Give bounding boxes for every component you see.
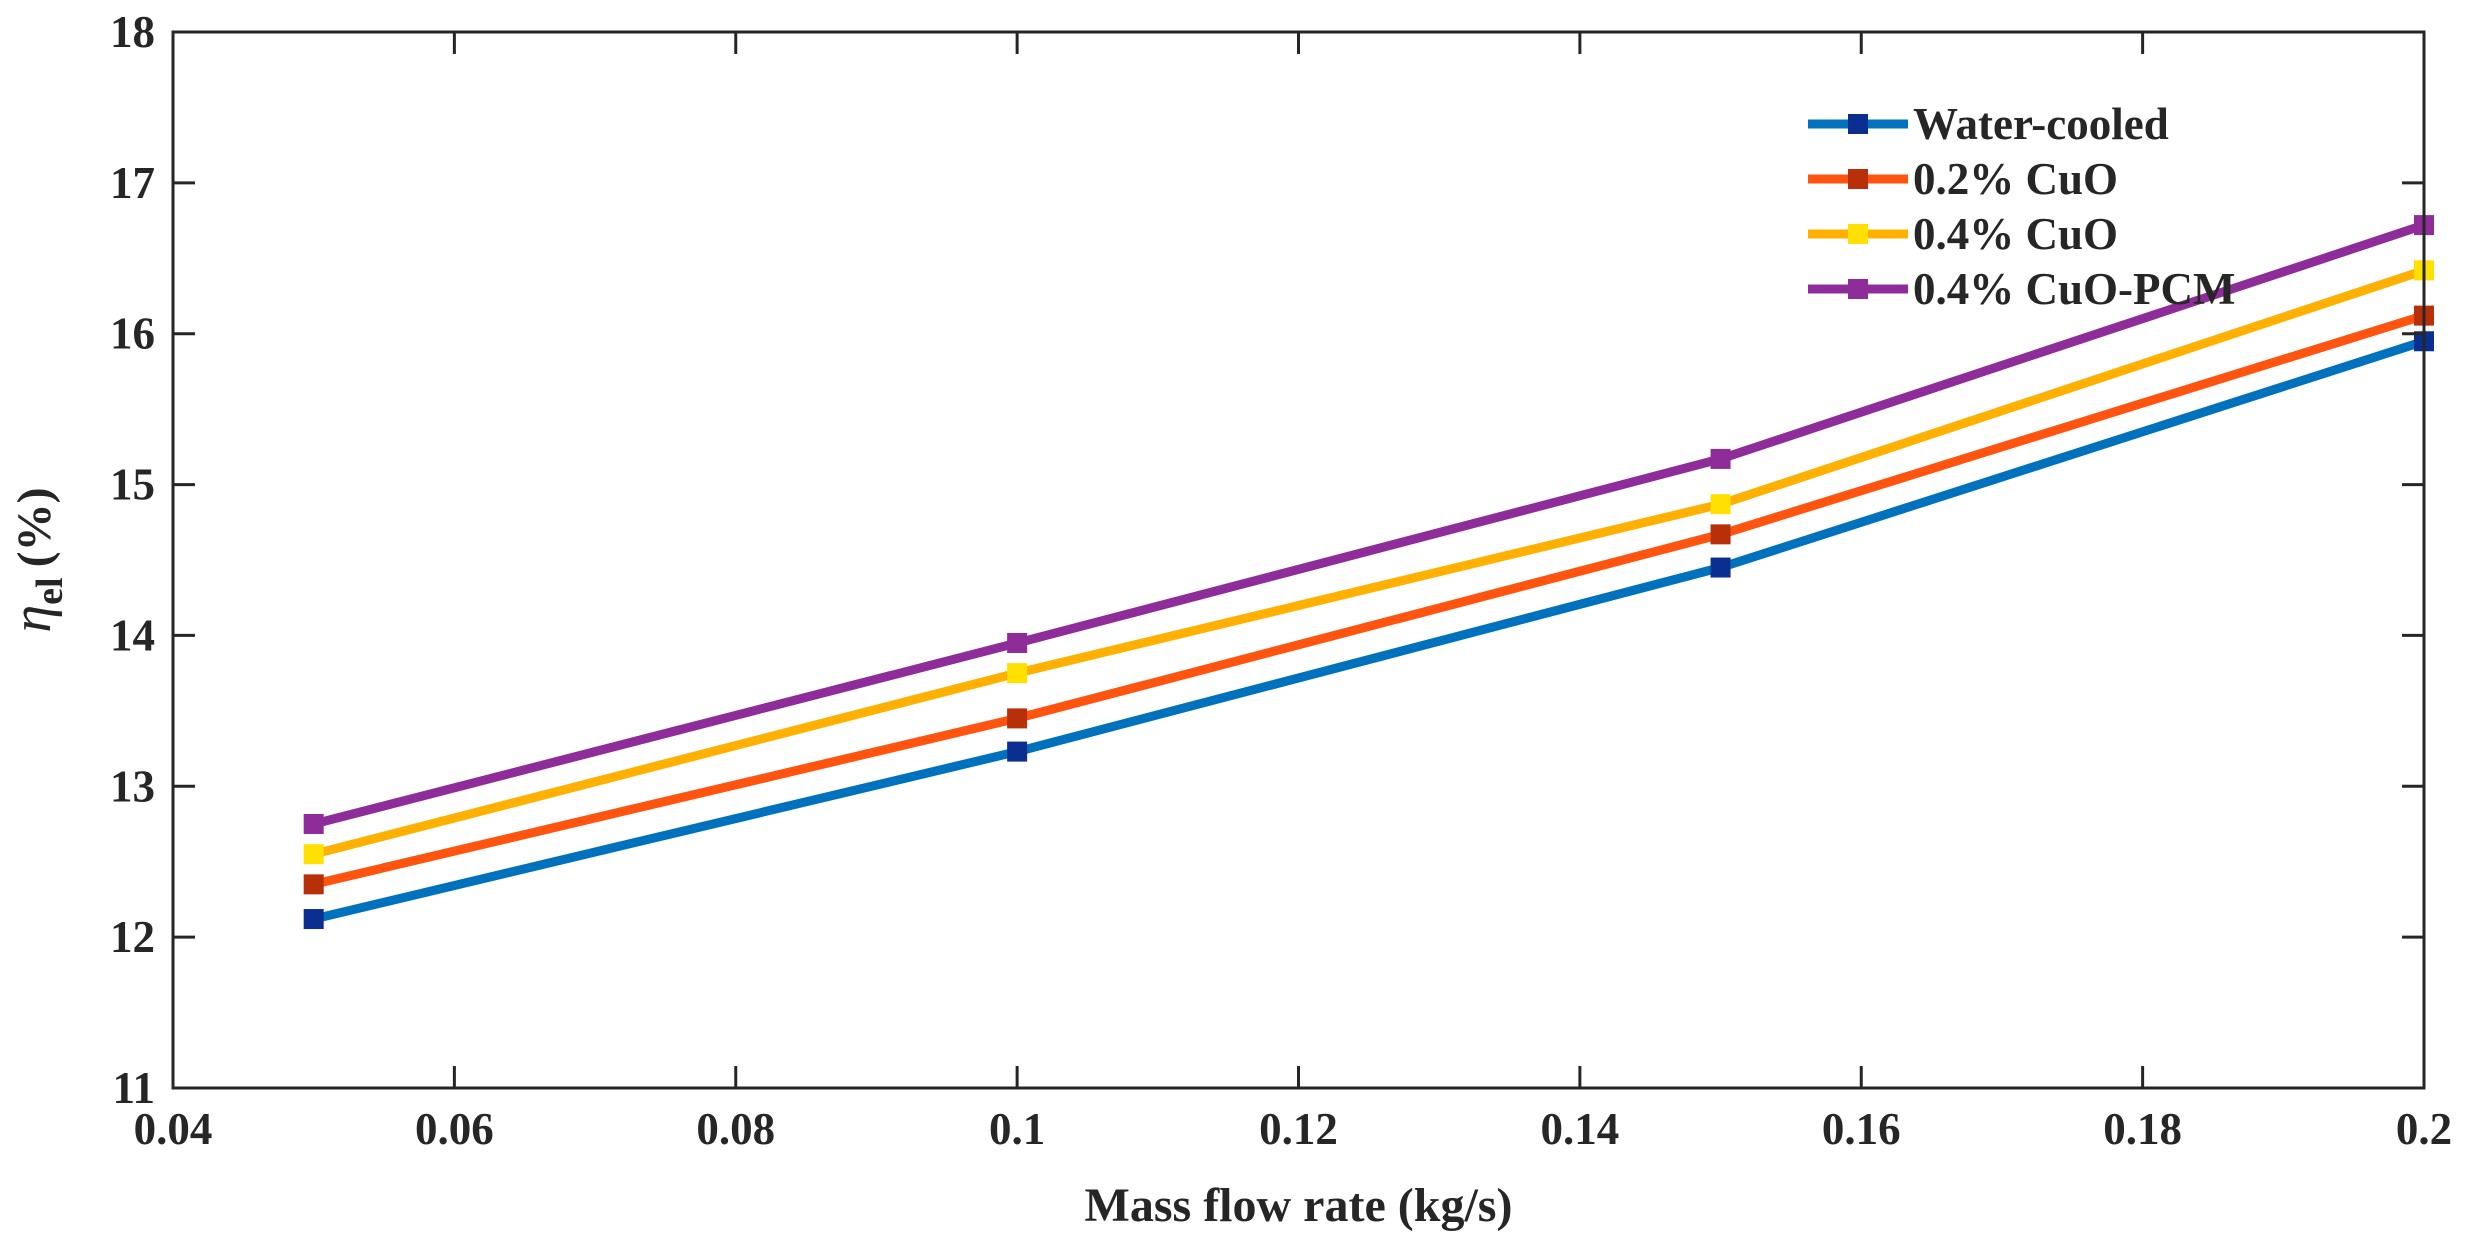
legend-marker [1848,224,1868,244]
data-point [1007,663,1028,684]
legend-marker [1848,279,1868,299]
y-axis-subscript: el [29,577,71,604]
data-point [1007,632,1028,653]
y-tick-label: 14 [110,610,155,660]
y-tick-label: 15 [110,460,155,510]
x-tick-label: 0.18 [2103,1104,2182,1154]
x-tick-label: 0.1 [989,1104,1045,1154]
data-point [1710,494,1731,515]
data-point [303,874,324,895]
x-tick-label: 0.14 [1541,1104,1620,1154]
data-point [1710,557,1731,578]
data-point [1007,741,1028,762]
x-tick-label: 0.04 [134,1104,213,1154]
legend-label: 0.4% CuO-PCM [1913,264,2235,314]
series-layer [303,215,2434,930]
data-point [303,814,324,834]
y-tick-label: 17 [110,158,155,208]
series-line [312,266,2426,859]
y-tick-label: 12 [110,912,155,962]
series-line [312,220,2426,829]
x-tick-label: 0.08 [696,1104,775,1154]
data-point [303,909,324,930]
y-axis-symbol: η [1,605,63,633]
legend-marker [1848,169,1868,189]
data-point [1710,524,1731,545]
legend-marker [1848,114,1868,134]
series-line [312,337,2426,924]
y-axis-title: ηel (%) [1,487,71,632]
data-point [1710,448,1731,469]
data-point [303,844,324,865]
y-tick-label: 13 [110,761,155,811]
ticks-layer: 0.04 0.06 0.08 0.1 0.12 0.14 0.16 0.18 0.2 11 12 13… [110,7,2452,1154]
x-tick-label: 0.2 [2396,1104,2452,1154]
data-point [1007,708,1028,729]
series-line [312,311,2426,889]
x-tick-label: 0.12 [1259,1104,1338,1154]
legend-label: 0.4% CuO [1913,209,2118,259]
x-tick-label: 0.16 [1822,1104,1901,1154]
x-axis-title: Mass flow rate (kg/s) [1085,1179,1513,1232]
y-tick-label: 11 [112,1063,155,1113]
y-axis-unit: (%) [8,487,61,567]
y-tick-label: 18 [110,7,155,57]
y-tick-label: 16 [110,309,155,359]
x-tick-label: 0.06 [415,1104,494,1154]
legend-label: Water-cooled [1913,99,2169,149]
legend-label: 0.2% CuO [1913,154,2118,204]
